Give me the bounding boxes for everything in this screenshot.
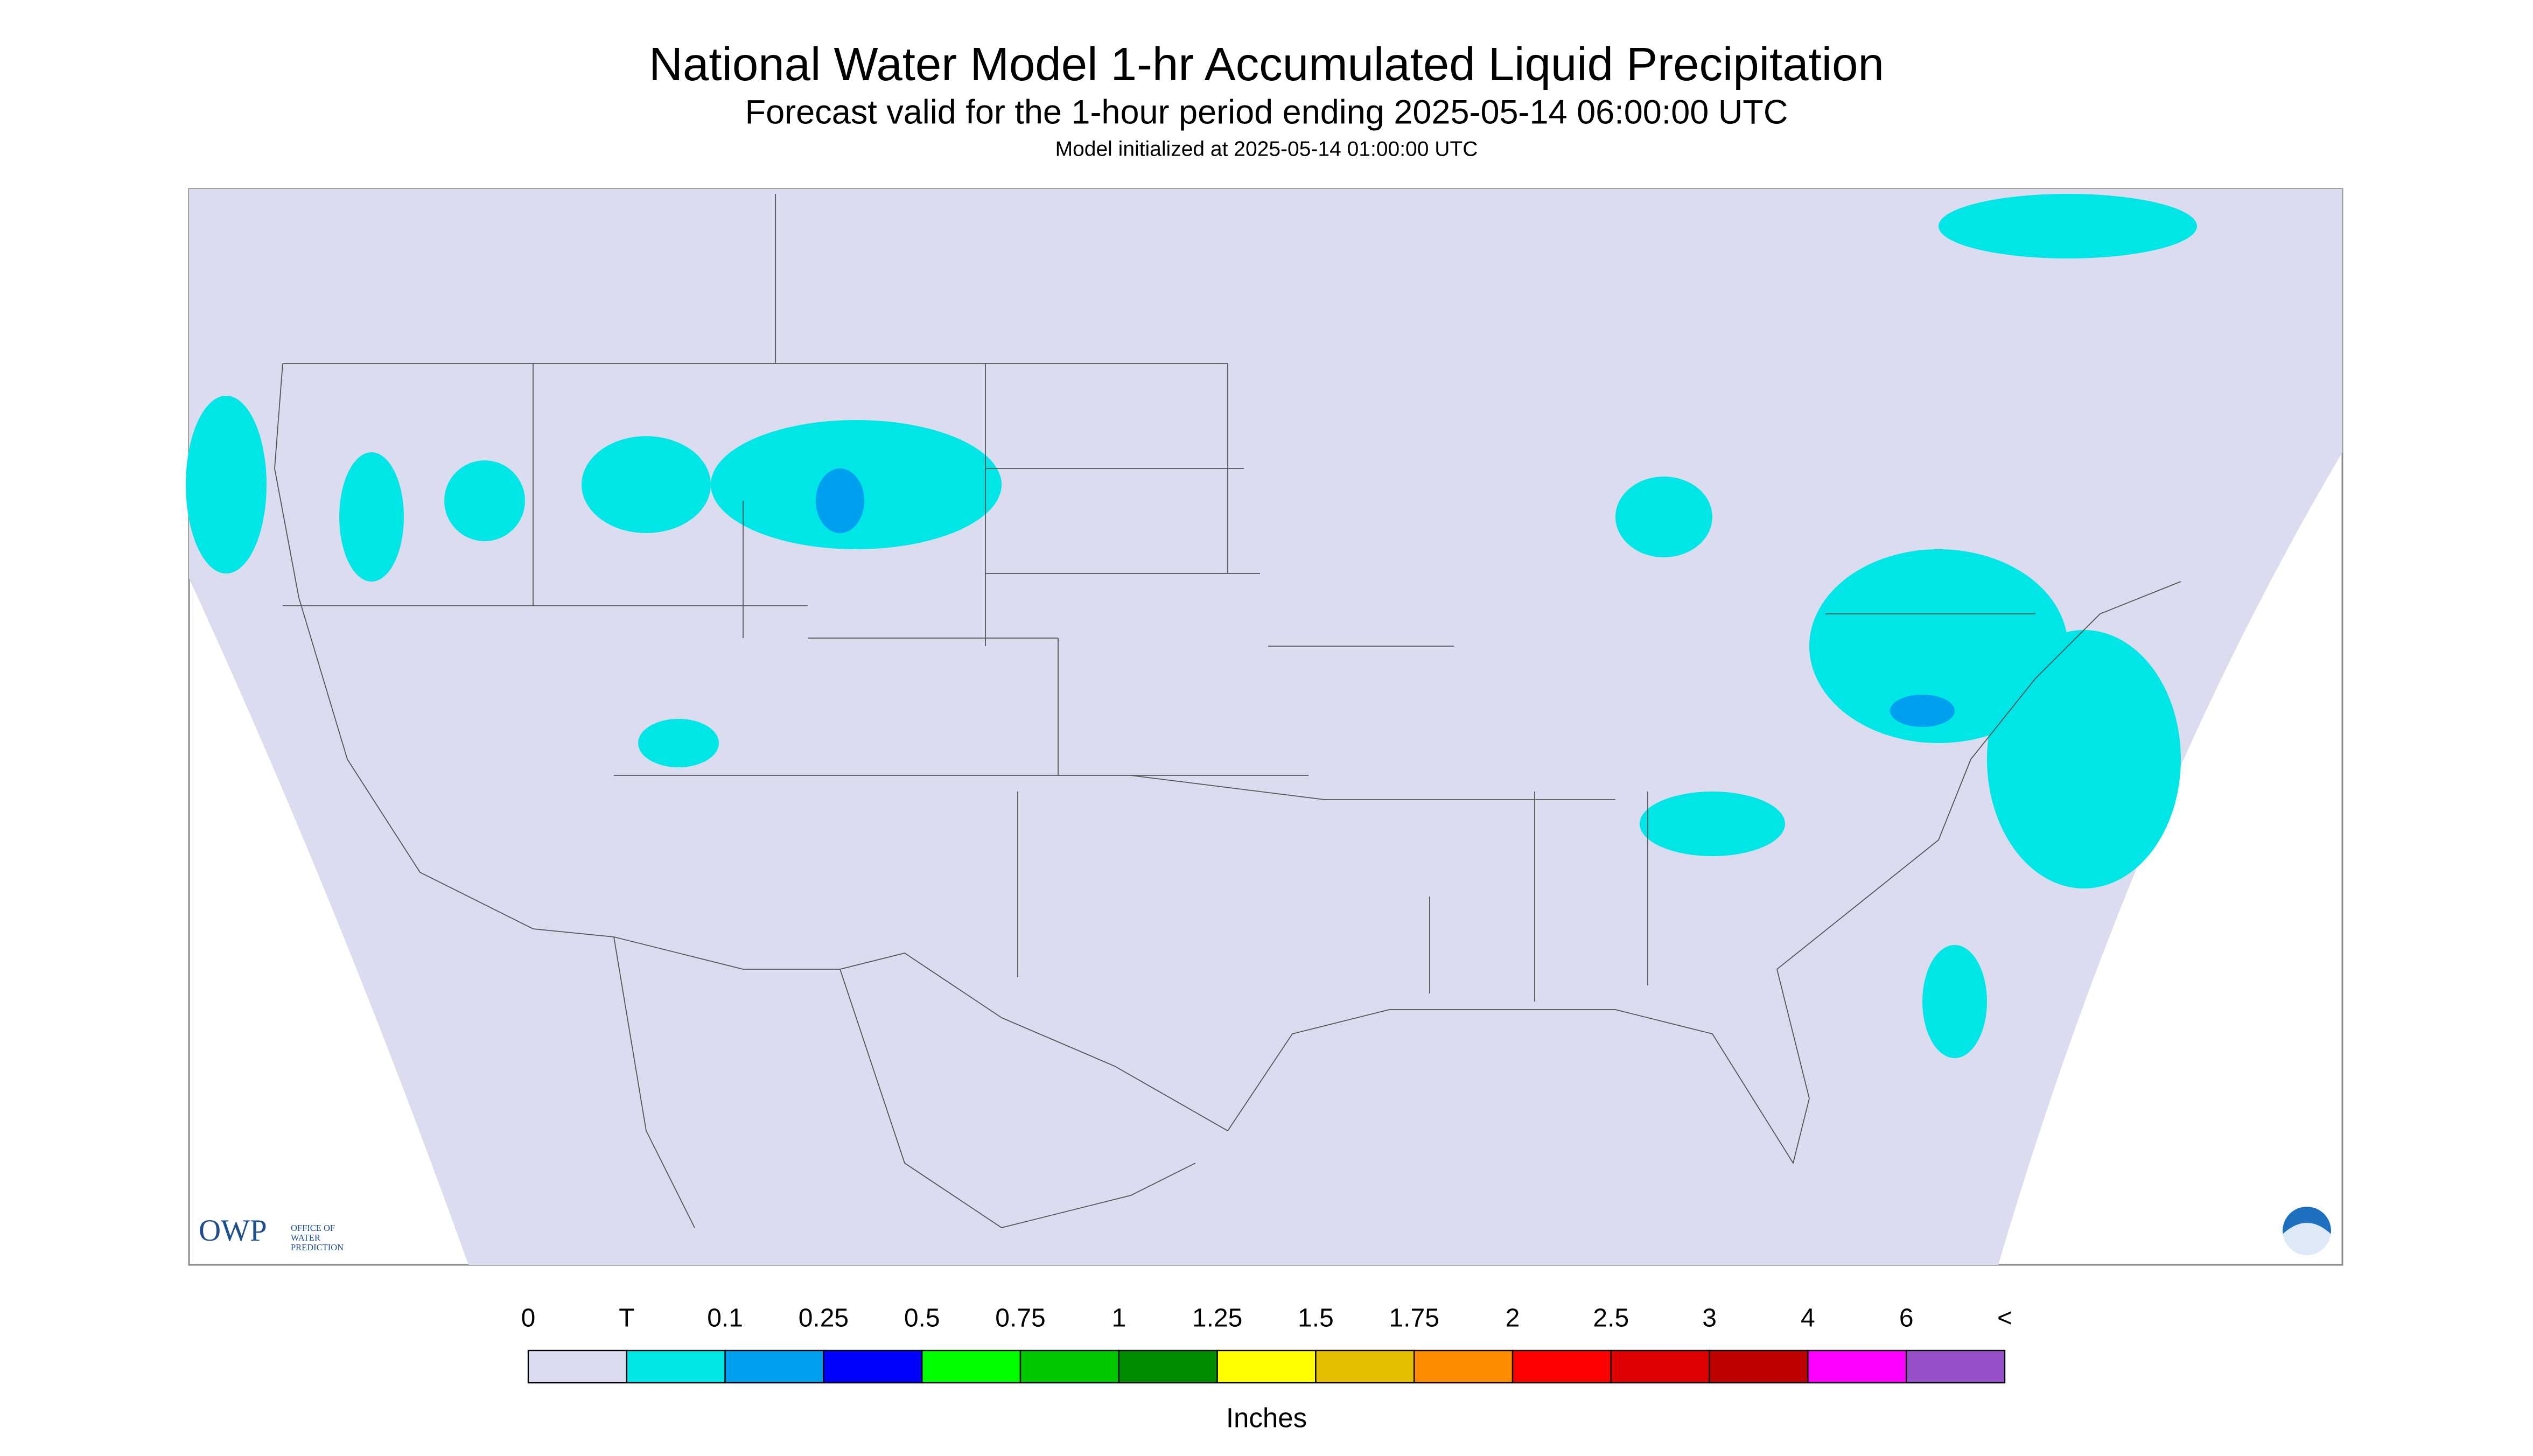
legend-swatch — [1118, 1349, 1218, 1384]
logo-letters: OWP — [199, 1214, 267, 1248]
legend-swatch — [626, 1349, 726, 1384]
legend-label: 0 — [521, 1304, 536, 1333]
legend-label: 0.1 — [707, 1304, 743, 1333]
init-note: Model initialized at 2025-05-14 01:00:00… — [1055, 137, 1478, 160]
legend-swatch — [1905, 1349, 2006, 1384]
legend-label: 0.5 — [904, 1304, 940, 1333]
legend-label: 0.25 — [799, 1304, 849, 1333]
legend-label: 6 — [1899, 1304, 1914, 1333]
legend-swatch — [1709, 1349, 1809, 1384]
legend-swatch — [1512, 1349, 1612, 1384]
legend-swatch — [1807, 1349, 1907, 1384]
legend-unit: Inches — [1226, 1402, 1307, 1433]
noaa-logo-wave — [2283, 1223, 2331, 1259]
boundaries — [274, 194, 2181, 1228]
legend-swatch — [1216, 1349, 1317, 1384]
legend-label: T — [619, 1304, 634, 1333]
legend-label: 3 — [1702, 1304, 1717, 1333]
legend-swatch — [1414, 1349, 1514, 1384]
legend-label: < — [1997, 1304, 2012, 1333]
legend-label: 0.75 — [995, 1304, 1045, 1333]
legend-swatch — [1610, 1349, 1710, 1384]
legend-swatch — [1315, 1349, 1415, 1384]
legend-swatch — [527, 1349, 628, 1384]
legend-label: 1 — [1111, 1304, 1126, 1333]
logo-line: WATER — [291, 1233, 320, 1243]
legend-label: 1.75 — [1389, 1304, 1439, 1333]
subtitle: Forecast valid for the 1-hour period end… — [745, 94, 1788, 131]
legend-swatch — [823, 1349, 923, 1384]
legend-label: 1.25 — [1192, 1304, 1242, 1333]
map: OWP OFFICE OF WATER PREDICTION — [186, 188, 2343, 1266]
legend-label: 2.5 — [1593, 1304, 1629, 1333]
legend-label: 2 — [1506, 1304, 1520, 1333]
legend-swatch — [724, 1349, 824, 1384]
precipitation-areas — [186, 194, 2197, 1059]
legend: 0 T 0.1 0.25 0.5 0.75 1 1.25 1.5 1.75 2 2.5 3 4 6 < — [521, 1304, 2012, 1384]
logo-line: OFFICE OF — [291, 1223, 335, 1233]
title: National Water Model 1-hr Accumulated Li… — [649, 38, 1884, 90]
legend-swatch — [921, 1349, 1021, 1384]
legend-label: 1.5 — [1298, 1304, 1334, 1333]
legend-swatch — [1019, 1349, 1120, 1384]
logo-line: PREDICTION — [291, 1242, 344, 1252]
legend-label: 4 — [1801, 1304, 1815, 1333]
